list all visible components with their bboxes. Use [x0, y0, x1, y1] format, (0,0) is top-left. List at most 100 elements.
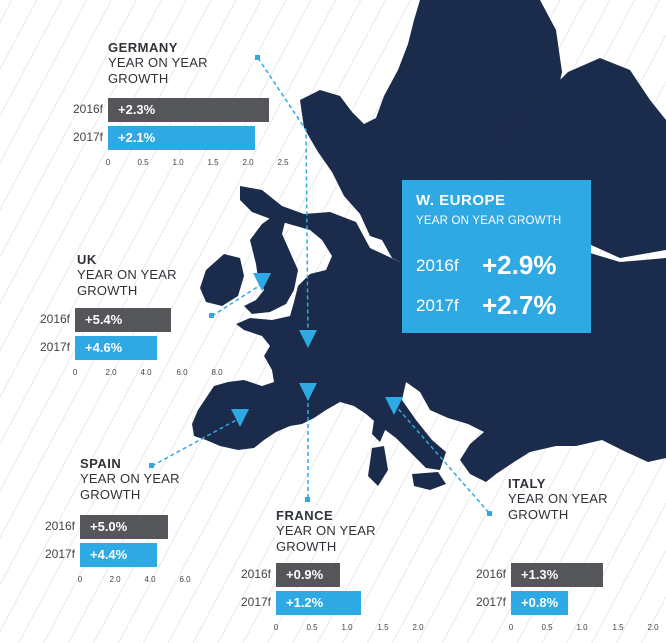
spain-tick-label: 6.0 — [179, 575, 191, 584]
italy-value-label: +0.8% — [521, 595, 559, 610]
italy-year-label: 2016f — [475, 567, 506, 581]
germany-marker — [299, 330, 317, 348]
uk-marker — [253, 273, 271, 291]
europe-subtitle: YEAR ON YEAR GROWTH — [416, 215, 562, 227]
france-bar-2016f — [276, 563, 340, 587]
germany-tick-label: 2.0 — [242, 158, 254, 167]
spain-bar-2017f — [80, 543, 157, 567]
italy-tick-label: 1.0 — [576, 623, 588, 632]
germany-tick-label: 0.5 — [137, 158, 149, 167]
germany-tick-label: 1.5 — [207, 158, 219, 167]
europe-title: W. EUROPE — [416, 192, 506, 209]
germany-tick-label: 1.0 — [172, 158, 184, 167]
germany-year-label: 2017f — [72, 130, 103, 144]
spain-value-label: +5.0% — [90, 519, 128, 534]
spain-year-label: 2016f — [44, 519, 75, 533]
spain-title: SPAIN — [80, 456, 122, 471]
uk-tick-label: 2.0 — [105, 368, 117, 377]
italy-connector — [393, 403, 491, 515]
italy-panel: ITALY YEAR ON YEAR GROWTH — [508, 476, 638, 523]
france-year-label: 2016f — [240, 567, 271, 581]
uk-tick-label: 8.0 — [211, 368, 223, 377]
france-year-label: 2017f — [240, 595, 271, 609]
italy-bar-2017f — [511, 591, 568, 615]
italy-tick-label: 0.5 — [541, 623, 553, 632]
spain-connector — [151, 417, 241, 467]
scandinavia-landmass — [300, 0, 562, 268]
france-value-label: +1.2% — [286, 595, 324, 610]
france-tick-label: 2.0 — [412, 623, 424, 632]
europe-summary-box: W. EUROPE YEAR ON YEAR GROWTH 2016f +2.9… — [402, 180, 591, 333]
spain-tick-label: 4.0 — [144, 575, 156, 584]
spain-marker — [231, 409, 249, 427]
italy-year-label: 2017f — [475, 595, 506, 609]
france-bar-2017f — [276, 591, 361, 615]
italy-subtitle: YEAR ON YEAR GROWTH — [508, 491, 608, 522]
italy-marker — [385, 397, 403, 415]
europe-year-2017: 2017f — [416, 296, 459, 315]
germany-connector — [257, 57, 309, 337]
uk-bar-2016f — [75, 308, 171, 332]
spain-year-label: 2017f — [44, 547, 75, 561]
europe-value-2017: +2.7% — [482, 290, 557, 320]
france-value-label: +0.9% — [286, 567, 324, 582]
spain-tick-label: 0 — [77, 575, 83, 584]
germany-subtitle: YEAR ON YEAR GROWTH — [108, 55, 208, 86]
uk-tick-label: 0 — [72, 368, 78, 377]
france-tick-label: 1.0 — [341, 623, 353, 632]
italy-x-axis: 0 0.5 1.0 1.5 2.0 — [508, 623, 659, 635]
uk-tick-label: 6.0 — [176, 368, 188, 377]
uk-bar-2017f — [75, 336, 157, 360]
italy-title: ITALY — [508, 476, 546, 491]
germany-x-axis: 0 0.5 1.0 1.5 2.0 2.5 — [105, 158, 289, 170]
germany-title: GERMANY — [108, 40, 178, 55]
italy-tick-label: 1.5 — [612, 623, 624, 632]
italy-bar-2016f — [511, 563, 603, 587]
britain-landmass — [244, 214, 298, 314]
spain-connector-end — [149, 463, 154, 468]
uk-tick-label: 4.0 — [140, 368, 152, 377]
spain-panel: SPAIN YEAR ON YEAR GROWTH — [80, 456, 210, 503]
germany-value-label: +2.1% — [118, 130, 156, 145]
france-panel: FRANCE YEAR ON YEAR GROWTH — [276, 508, 406, 555]
germany-bar-2016f — [108, 98, 269, 122]
uk-value-label: +4.6% — [85, 340, 123, 355]
uk-value-label: +5.4% — [85, 312, 123, 327]
uk-connector — [211, 283, 263, 317]
uk-title: UK — [77, 252, 97, 267]
spain-value-label: +4.4% — [90, 547, 128, 562]
uk-subtitle: YEAR ON YEAR GROWTH — [77, 267, 177, 298]
france-marker — [299, 383, 317, 401]
uk-year-label: 2016f — [39, 312, 70, 326]
germany-tick-label: 2.5 — [277, 158, 289, 167]
italy-value-label: +1.3% — [521, 567, 559, 582]
europe-year-2016: 2016f — [416, 256, 459, 275]
ireland-landmass — [200, 254, 244, 306]
germany-year-label: 2016f — [72, 102, 103, 116]
europe-value-2016: +2.9% — [482, 250, 557, 280]
sicily-landmass — [412, 472, 446, 490]
uk-year-label: 2017f — [39, 340, 70, 354]
france-tick-label: 0.5 — [306, 623, 318, 632]
germany-panel: GERMANY YEAR ON YEAR GROWTH — [108, 40, 238, 87]
italy-connector-end — [487, 511, 492, 516]
france-x-axis: 0 0.5 1.0 1.5 2.0 — [273, 623, 424, 635]
germany-bar-2017f — [108, 126, 255, 150]
germany-tick-label: 0 — [105, 158, 111, 167]
france-tick-label: 0 — [273, 623, 279, 632]
france-tick-label: 1.5 — [377, 623, 389, 632]
spain-subtitle: YEAR ON YEAR GROWTH — [80, 471, 180, 502]
france-title: FRANCE — [276, 508, 334, 523]
spain-bar-2016f — [80, 515, 168, 539]
sardinia-landmass — [368, 446, 388, 486]
uk-connector-end — [209, 313, 214, 318]
italy-tick-label: 0 — [508, 623, 514, 632]
italy-tick-label: 2.0 — [647, 623, 659, 632]
uk-panel: UK YEAR ON YEAR GROWTH — [77, 252, 207, 299]
france-subtitle: YEAR ON YEAR GROWTH — [276, 523, 376, 554]
uk-x-axis: 0 2.0 4.0 6.0 8.0 — [72, 368, 223, 380]
germany-value-label: +2.3% — [118, 102, 156, 117]
france-connector-end — [305, 497, 310, 502]
germany-connector-end — [255, 55, 260, 60]
corsica-landmass — [372, 416, 386, 442]
